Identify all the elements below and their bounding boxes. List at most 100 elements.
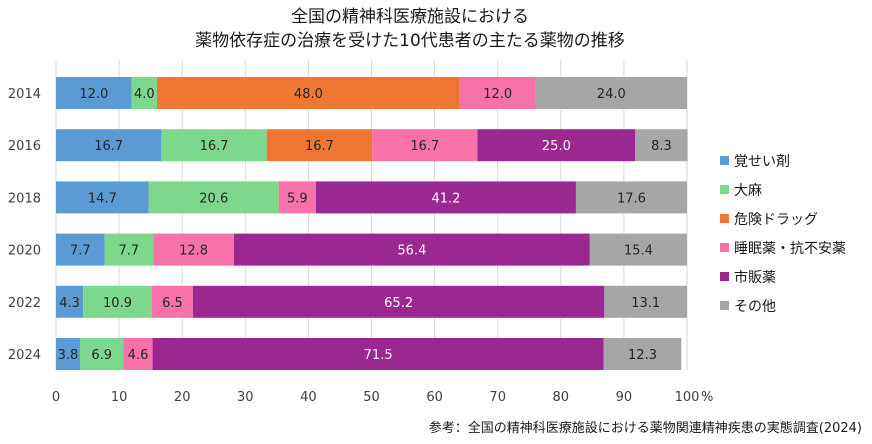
data-label: 4.3 [59,296,80,311]
data-label: 7.7 [119,244,140,259]
data-label: 10.9 [103,296,132,311]
data-label: 24.0 [597,87,626,102]
bar-segment [372,129,478,162]
x-tick-label: 0 [52,390,60,405]
legend-item: 危険ドラッグ [720,204,846,233]
bar-segment [104,233,154,266]
bar-segment [635,129,688,162]
data-label: 48.0 [294,87,323,102]
bar-segment [604,285,687,318]
source-note: 参考：全国の精神科医療施設における薬物関連精神疾患の実態調査(2024) [428,421,862,436]
bar-segment [589,233,687,266]
bar-segment [56,181,149,214]
data-label: 25.0 [542,139,571,154]
data-label: 13.1 [631,296,660,311]
x-tick-label: 40 [300,390,317,405]
data-label: 5.9 [287,191,308,206]
data-label: 12.8 [179,244,208,259]
x-tick-label: 10 [111,390,128,405]
category-label: 2020 [8,244,41,259]
data-label: 12.0 [483,87,512,102]
data-label: 3.8 [58,348,79,363]
bar-segment [278,181,316,214]
bar-segment [56,338,80,370]
bar-segment [131,77,157,109]
bar-segment [56,77,132,109]
x-tick-label: 50 [363,390,380,405]
x-tick-label: 60 [426,390,443,405]
data-label: 17.6 [617,191,646,206]
data-label: 12.0 [79,87,108,102]
legend-item: 睡眠薬・抗不安薬 [720,233,846,262]
data-label: 16.7 [94,139,123,154]
legend-label: 危険ドラッグ [734,211,818,228]
bar-segment [153,233,234,266]
bar-segment [535,77,687,109]
data-label: 20.6 [199,191,228,206]
bar-segment [266,129,373,162]
bar-segment [151,285,193,318]
x-tick-label: 20 [174,390,191,405]
legend-label: その他 [734,298,776,315]
x-tick-label: 100 [675,390,700,405]
data-label: 14.7 [88,191,117,206]
legend-swatch [720,156,729,165]
legend-label: 市販薬 [734,269,776,286]
legend-item: 覚せい剤 [720,146,846,175]
data-label: 56.4 [397,244,426,259]
bar-segment [123,338,153,370]
data-label: 4.0 [134,87,155,102]
legend-item: 大麻 [720,175,846,204]
category-label: 2024 [8,348,41,363]
chart-title-line1: 全国の精神科医療施設における [291,7,529,27]
data-label: 8.3 [651,139,672,154]
legend-swatch [720,214,729,223]
bar-segment [603,338,682,370]
x-tick-label: 90 [616,390,633,405]
bar-segment [459,77,536,109]
x-unit-label: % [701,390,713,405]
category-label: 2018 [8,191,41,206]
category-label: 2016 [8,139,41,154]
bar-segment [56,129,162,162]
data-label: 65.2 [384,296,413,311]
legend-swatch [720,185,729,194]
bar-segment [56,233,105,266]
bar-segment [192,285,605,318]
data-label: 4.6 [128,348,149,363]
data-label: 12.3 [628,348,657,363]
x-tick-label: 70 [489,390,506,405]
legend-swatch [720,272,729,281]
bar-segment [575,181,687,214]
bar-segment [233,233,590,266]
data-label: 16.7 [200,139,229,154]
category-label: 2022 [8,296,41,311]
x-tick-label: 30 [237,390,254,405]
bar-segment [148,181,279,214]
bar-segment [152,338,604,370]
bar-segment [83,285,152,318]
category-label: 2014 [8,87,41,102]
data-label: 6.9 [91,348,112,363]
legend-label: 覚せい剤 [734,153,790,170]
data-label: 41.2 [431,191,460,206]
data-label: 6.5 [162,296,183,311]
chart-title-line2: 薬物依存症の治療を受けた10代患者の主たる薬物の推移 [195,31,625,51]
data-label: 7.7 [70,244,91,259]
legend-swatch [720,301,729,310]
bar-segment [156,77,460,109]
bar-segment [56,285,84,318]
x-tick-label: 80 [553,390,570,405]
legend-label: 大麻 [734,182,762,199]
legend-item: 市販薬 [720,262,846,291]
legend-swatch [720,243,729,252]
legend: 覚せい剤大麻危険ドラッグ睡眠薬・抗不安薬 市販薬その他 [720,146,846,320]
data-label: 16.7 [410,139,439,154]
data-label: 15.4 [624,244,653,259]
bar-segment [161,129,267,162]
legend-label: 睡眠薬・抗不安薬 [734,240,846,257]
bar-segment [477,129,636,162]
data-label: 16.7 [305,139,334,154]
legend-item: その他 [720,291,846,320]
